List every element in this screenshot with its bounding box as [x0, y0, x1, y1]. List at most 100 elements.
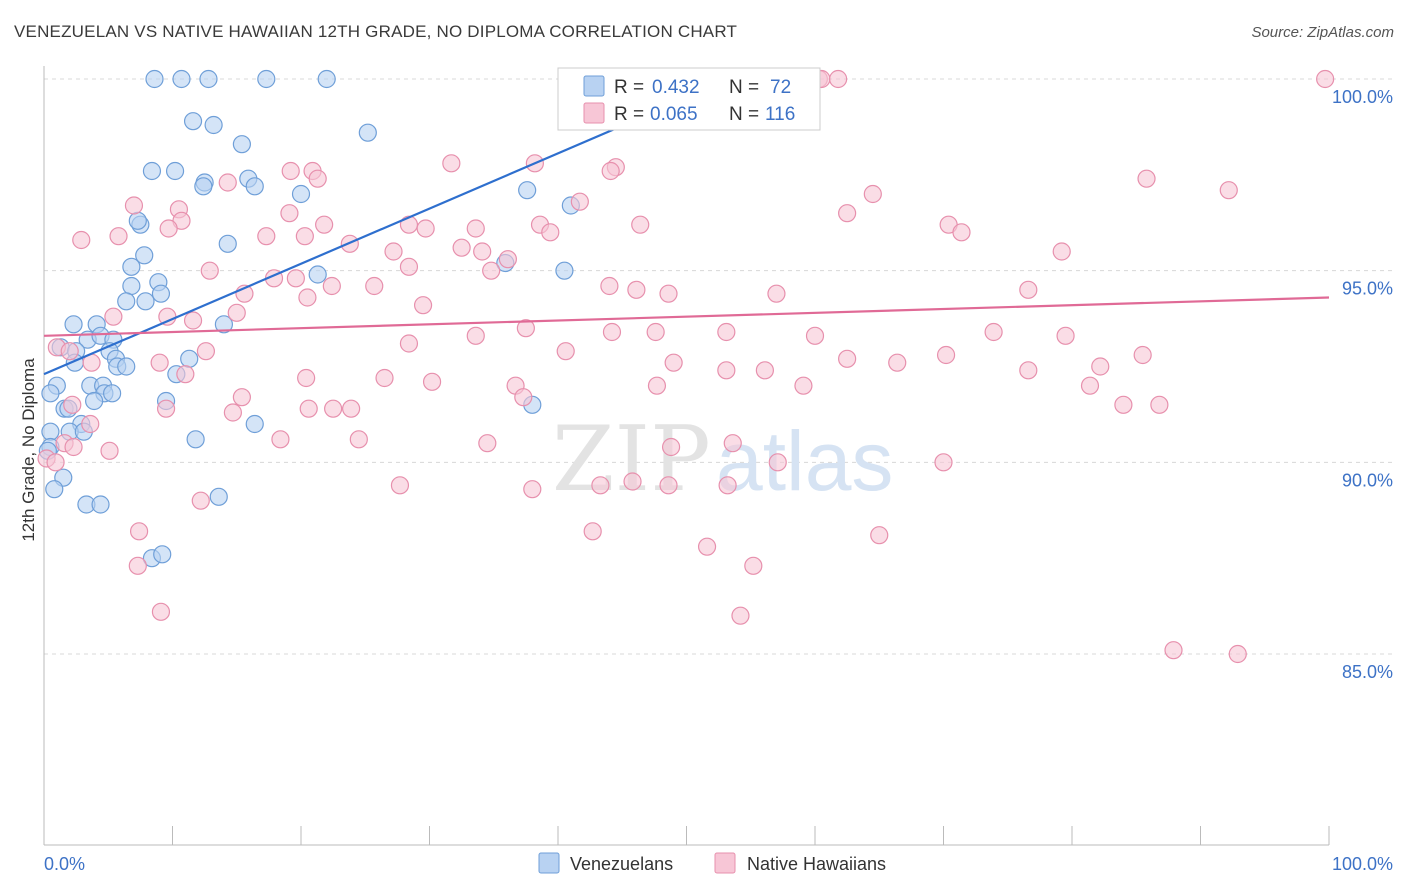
venezuelan-point — [232, 135, 251, 154]
native-hawaiian-point — [129, 522, 149, 541]
native-hawaiian-point — [556, 342, 575, 361]
native-hawaiian-point — [223, 403, 242, 422]
native-hawaiian-point — [717, 361, 736, 380]
venezuelan-point — [218, 234, 237, 253]
native-hawaiian-point — [156, 399, 176, 418]
native-hawaiian-point — [794, 376, 813, 395]
native-hawaiian-point — [755, 361, 774, 380]
native-hawaiian-point — [768, 453, 787, 472]
native-hawaiian-point — [767, 284, 786, 303]
native-hawaiian-point — [218, 173, 237, 192]
trend-lines — [43, 97, 1330, 376]
native-hawaiian-point — [46, 453, 65, 472]
native-hawaiian-point — [390, 476, 410, 495]
trend-line-native-hawaiians — [43, 296, 1330, 337]
native-hawaiian-point — [324, 399, 343, 418]
native-hawaiian-point — [498, 250, 517, 269]
legend-swatch-pink — [583, 102, 605, 124]
venezuelan-point — [41, 384, 60, 403]
native-hawaiian-point — [183, 311, 203, 330]
legend-r-value-1: 0.432 — [652, 77, 700, 98]
native-hawaiian-point — [870, 526, 889, 545]
native-hawaiian-point — [659, 284, 678, 303]
y-tick-label: 90.0% — [1342, 470, 1393, 490]
native-hawaiian-point — [647, 376, 667, 395]
venezuelan-point — [142, 161, 162, 181]
native-hawaiian-point — [281, 161, 300, 181]
native-hawaiian-point — [473, 242, 492, 261]
native-hawaiian-point — [591, 476, 610, 495]
native-hawaiian-point — [232, 388, 251, 407]
native-hawaiian-point — [299, 399, 318, 418]
x-tick-label: 0.0% — [44, 854, 85, 874]
native-hawaiian-point — [384, 242, 403, 261]
native-hawaiian-point — [838, 204, 857, 223]
native-hawaiian-point — [952, 223, 971, 242]
native-hawaiian-point — [322, 276, 341, 296]
legend-r-label-1: R = — [614, 77, 644, 98]
native-hawaiian-point — [349, 430, 368, 449]
y-tick-label: 95.0% — [1342, 279, 1393, 299]
native-hawaiian-point — [697, 537, 717, 556]
native-hawaiian-point — [623, 472, 642, 491]
native-hawaiian-point — [1019, 361, 1038, 380]
grid-lines — [44, 78, 1392, 655]
venezuelan-point — [172, 69, 191, 89]
y-tick-label: 85.0% — [1342, 662, 1393, 682]
native-hawaiian-point — [516, 319, 535, 338]
native-hawaiian-point — [601, 161, 620, 181]
venezuelan-point — [165, 161, 185, 181]
legend-item-native-hawaiians-swatch — [714, 852, 736, 874]
native-hawaiian-point — [128, 556, 147, 575]
series-legend: Venezuelans Native Hawaiians — [538, 852, 886, 874]
native-hawaiian-point — [176, 365, 195, 384]
venezuelan-point — [117, 292, 136, 311]
native-hawaiian-point — [1150, 395, 1169, 414]
venezuelan-point — [291, 184, 311, 204]
native-hawaiian-point — [422, 372, 442, 391]
native-hawaiian-point — [315, 215, 334, 234]
series-native-hawaiians — [37, 69, 1335, 664]
venezuelan-point — [183, 112, 203, 131]
trend-line-venezuelans — [43, 97, 687, 376]
native-hawaiian-point — [1052, 242, 1071, 261]
venezuelan-point — [518, 181, 537, 200]
native-hawaiian-point — [452, 238, 471, 257]
legend-r-value-2: 0.065 — [650, 104, 698, 125]
native-hawaiian-point — [257, 227, 276, 246]
native-hawaiian-point — [934, 453, 953, 472]
native-hawaiian-point — [1228, 644, 1247, 664]
native-hawaiian-point — [731, 606, 750, 625]
x-tick-labels: 0.0% 100.0% — [44, 854, 1393, 874]
legend-n-label-1: N = — [729, 77, 759, 98]
venezuelan-point — [122, 276, 141, 296]
y-tick-label: 100.0% — [1332, 87, 1393, 107]
native-hawaiian-point — [718, 476, 737, 495]
native-hawaiian-point — [602, 322, 622, 342]
stats-legend: R = 0.432 N = 72 R = 0.065 N = 116 — [557, 67, 821, 131]
venezuelan-point — [180, 349, 199, 368]
legend-item-venezuelans: Venezuelans — [570, 854, 673, 874]
venezuelan-point — [85, 391, 104, 411]
native-hawaiian-point — [1316, 69, 1335, 89]
native-hawaiian-point — [1114, 395, 1133, 414]
native-hawaiian-point — [1056, 326, 1075, 345]
native-hawaiian-point — [298, 288, 317, 307]
native-hawaiian-point — [583, 522, 602, 541]
native-hawaiian-point — [1137, 169, 1156, 188]
native-hawaiian-point — [744, 556, 763, 575]
native-hawaiian-point — [109, 227, 128, 246]
native-hawaiian-point — [936, 345, 956, 365]
native-hawaiian-point — [466, 219, 485, 238]
legend-n-label-2: N = — [729, 104, 759, 125]
native-hawaiian-point — [200, 261, 219, 280]
native-hawaiian-point — [104, 307, 123, 326]
venezuelan-point — [308, 265, 327, 284]
venezuelan-point — [186, 430, 205, 449]
native-hawaiian-point — [64, 437, 83, 457]
venezuelan-point — [245, 177, 264, 196]
venezuelan-point — [199, 69, 218, 89]
venezuelan-point — [64, 315, 83, 334]
native-hawaiian-point — [442, 154, 461, 173]
source-label: Source: ZipAtlas.com — [1251, 24, 1394, 41]
